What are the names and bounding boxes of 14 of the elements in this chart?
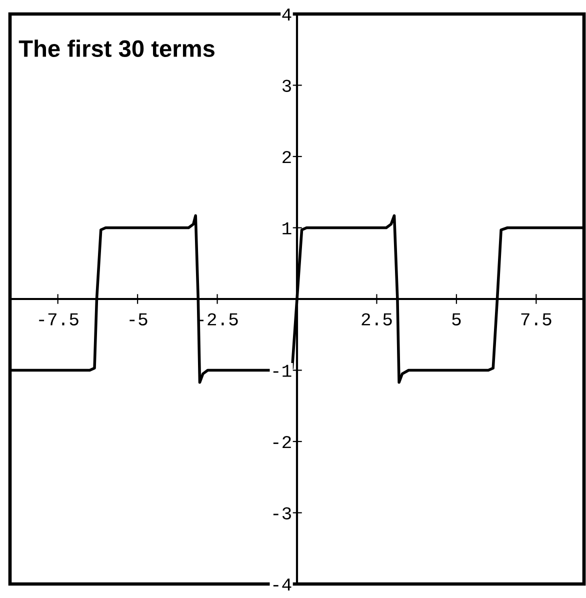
x-tick-label: 2.5 (362, 313, 392, 326)
y-tick-label: 2 (282, 150, 291, 164)
y-tick-label: -1 (273, 364, 292, 377)
y-tick-label: -2 (273, 436, 291, 448)
y-tick-label: -4 (273, 578, 292, 591)
y-tick-label: -3 (273, 507, 291, 520)
y-tick-label: 1 (282, 222, 292, 234)
x-tick-label: 7.5 (521, 313, 552, 326)
x-tick-label: 5 (452, 313, 461, 326)
x-tick-label: -5 (130, 313, 148, 326)
text: The first 30 terms (18, 40, 214, 58)
y-tick-label: 3 (282, 80, 291, 92)
y-tick-label: 4 (282, 8, 292, 21)
x-tick-label: -7.5 (39, 313, 78, 326)
